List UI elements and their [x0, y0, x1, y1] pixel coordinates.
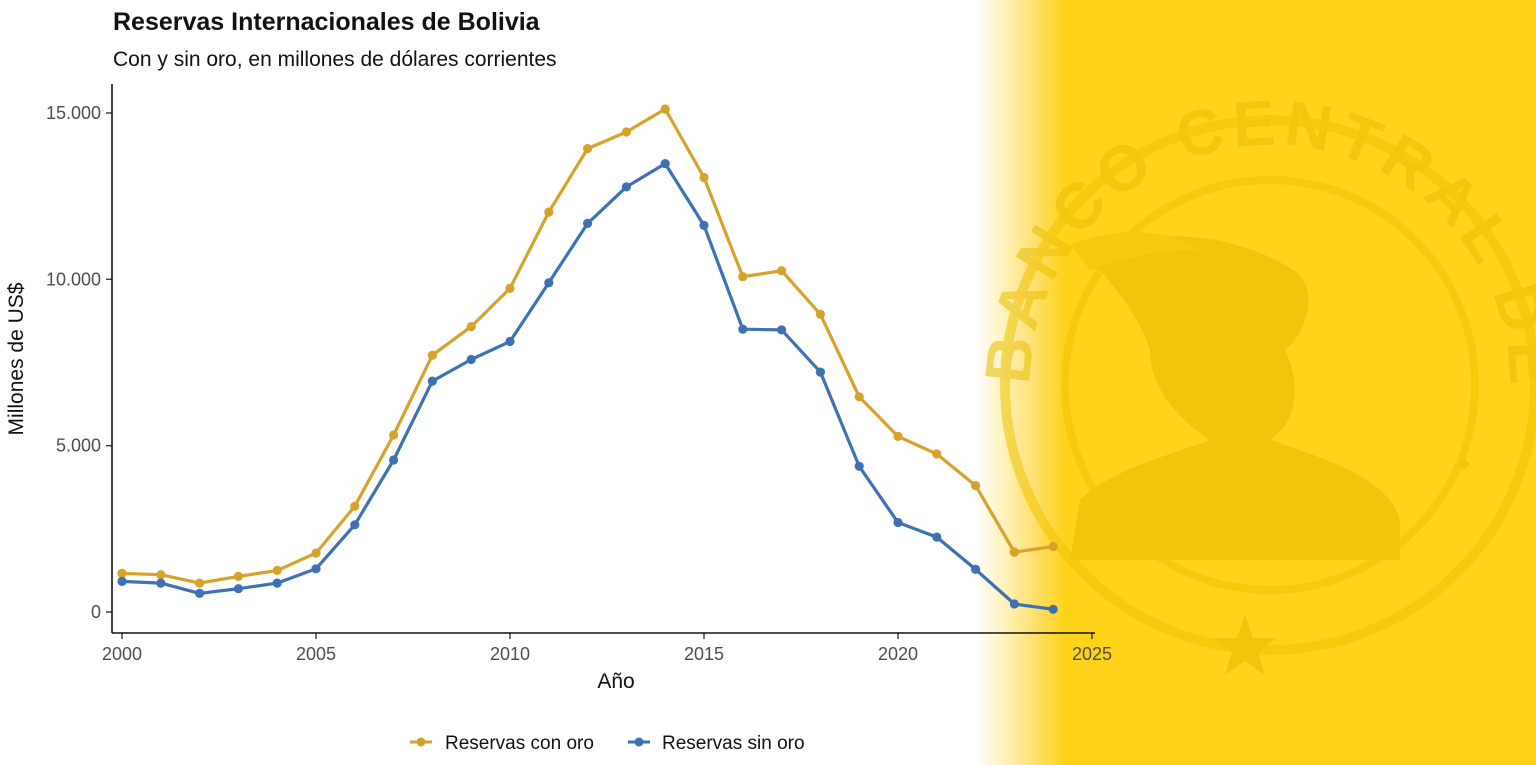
data-point	[738, 272, 748, 282]
data-point	[233, 584, 243, 594]
data-point	[815, 367, 826, 377]
x-axis-ticks: 2000 2005 2010 2015 2020 2025	[102, 633, 1112, 664]
data-point	[583, 144, 593, 154]
data-point	[505, 336, 515, 347]
series-layer	[117, 104, 1058, 614]
data-point	[893, 517, 903, 528]
x-tick-label: 2000	[102, 644, 142, 664]
y-axis-title: Millones de US$	[5, 282, 28, 435]
x-tick-label: 2025	[1072, 644, 1112, 664]
data-point	[117, 576, 127, 587]
data-point	[583, 218, 593, 228]
x-axis-title: Año	[597, 670, 634, 693]
y-tick-label: 0	[91, 602, 101, 622]
data-point	[389, 455, 399, 465]
legend-label-sin-oro: Reservas sin oro	[662, 733, 805, 754]
data-point	[195, 588, 205, 599]
data-point	[699, 220, 709, 230]
legend-item-sin-oro: Reservas sin oro	[628, 733, 805, 754]
seal-inner-ring	[1061, 176, 1479, 594]
data-point	[350, 501, 360, 511]
legend-item-con-oro: Reservas con oro	[410, 733, 594, 754]
data-point	[932, 449, 942, 459]
x-tick-label: 2020	[878, 644, 918, 664]
data-point	[1048, 604, 1058, 614]
data-point	[156, 578, 166, 588]
data-point	[544, 278, 554, 288]
data-point	[660, 159, 670, 169]
data-point	[427, 350, 437, 360]
y-tick-label: 10.000	[46, 269, 101, 289]
data-point	[738, 324, 748, 334]
data-point	[544, 207, 554, 217]
data-point	[389, 430, 399, 440]
star-icon	[1213, 615, 1277, 675]
data-point	[971, 481, 981, 491]
data-point	[272, 578, 282, 588]
data-point	[1048, 541, 1058, 552]
data-point	[854, 461, 864, 471]
x-tick-label: 2010	[490, 644, 530, 664]
seal-outer-ring	[1000, 115, 1536, 655]
x-tick-label: 2005	[296, 644, 336, 664]
y-axis-ticks: 0 5.000 10.000 15.000	[46, 103, 112, 622]
data-point	[971, 564, 981, 575]
data-point	[932, 532, 942, 542]
mercury-head-icon	[1070, 232, 1400, 561]
series-con-oro	[117, 104, 1058, 588]
data-point	[505, 283, 515, 293]
data-point	[195, 578, 205, 588]
chart-title: Reservas Internacionales de Bolivia	[113, 8, 541, 36]
data-point	[1009, 599, 1020, 609]
series-line	[121, 162, 1054, 611]
y-tick-label: 5.000	[56, 436, 101, 456]
data-point	[1009, 547, 1020, 557]
data-point	[311, 548, 321, 558]
chart-subtitle: Con y sin oro, en millones de dólares co…	[113, 48, 557, 71]
data-point	[350, 520, 360, 530]
data-point	[893, 431, 903, 441]
legend-label-con-oro: Reservas con oro	[445, 733, 594, 754]
data-point	[777, 325, 787, 335]
legend-dot-sin-oro	[634, 737, 644, 747]
data-point	[854, 392, 864, 402]
data-point	[621, 127, 632, 137]
data-point	[621, 182, 632, 192]
legend-dot-con-oro	[416, 737, 426, 747]
y-tick-label: 15.000	[46, 103, 101, 123]
data-point	[777, 266, 787, 276]
legend: Reservas con oro Reservas sin oro	[410, 733, 805, 754]
data-point	[660, 104, 670, 114]
series-sin-oro	[117, 159, 1058, 614]
data-point	[272, 565, 282, 576]
data-point	[699, 172, 709, 183]
small-star-icon	[1458, 458, 1470, 470]
data-point	[117, 568, 127, 579]
data-point	[233, 571, 243, 582]
data-point	[815, 309, 826, 319]
x-tick-label: 2015	[684, 644, 724, 664]
series-line	[121, 107, 1054, 585]
data-point	[311, 564, 321, 574]
data-point	[156, 570, 166, 580]
data-point	[427, 376, 437, 386]
data-point	[466, 322, 476, 332]
data-point	[466, 354, 476, 365]
